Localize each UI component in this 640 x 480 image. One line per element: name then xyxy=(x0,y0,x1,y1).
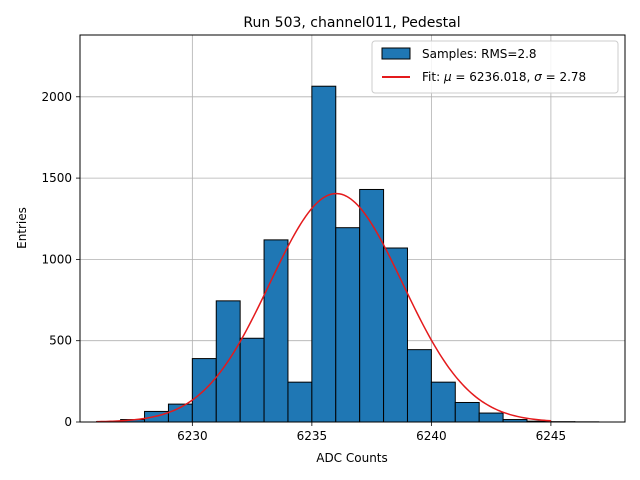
y-axis-label: Entries xyxy=(15,207,29,249)
histogram-bar xyxy=(311,85,337,423)
x-tick-label: 6245 xyxy=(536,429,567,443)
x-tick-label: 6230 xyxy=(177,429,208,443)
y-axis-ticks: 0 500 1000 1500 2000 xyxy=(41,90,80,429)
legend-fit-sigma-text: = 2.78 xyxy=(542,70,586,84)
histogram-bar xyxy=(454,401,480,423)
histogram-bars xyxy=(96,85,600,423)
y-tick-label: 500 xyxy=(49,334,72,348)
histogram-bar xyxy=(383,247,408,423)
chart-title: Run 503, channel011, Pedestal xyxy=(243,15,460,31)
x-axis-label: ADC Counts xyxy=(316,451,388,465)
histogram-bar xyxy=(335,227,361,423)
fit-curve xyxy=(96,192,551,423)
y-tick-label: 1500 xyxy=(41,171,72,185)
histogram-bar xyxy=(263,239,289,423)
y-tick-label: 0 xyxy=(64,415,72,429)
histogram-bar xyxy=(430,381,456,423)
x-tick-label: 6240 xyxy=(416,429,447,443)
histogram-bar xyxy=(239,337,265,423)
legend-fit-sigma-symbol: σ xyxy=(534,70,542,84)
legend-label-fit: Fit: μ = 6236.018, σ = 2.78 xyxy=(422,70,586,84)
legend-fit-prefix: Fit: xyxy=(422,70,444,84)
histogram-bar xyxy=(406,349,432,423)
legend-swatch-samples xyxy=(381,47,411,60)
legend-box xyxy=(371,40,619,94)
y-tick-label: 2000 xyxy=(41,90,72,104)
legend-label-samples: Samples: RMS=2.8 xyxy=(422,47,537,61)
histogram-bar xyxy=(287,381,313,423)
x-axis-ticks: 6230 6235 6240 6245 xyxy=(177,422,566,443)
legend-fit-mu-symbol: μ xyxy=(443,70,452,84)
histogram-bar xyxy=(478,412,504,423)
plot-frame xyxy=(79,34,626,423)
legend-fit-mu-text: = 6236.018, xyxy=(452,70,535,84)
y-tick-label: 1000 xyxy=(41,252,72,266)
legend: Samples: RMS=2.8 Fit: μ = 6236.018, σ = … xyxy=(371,40,619,94)
x-tick-label: 6235 xyxy=(297,429,328,443)
